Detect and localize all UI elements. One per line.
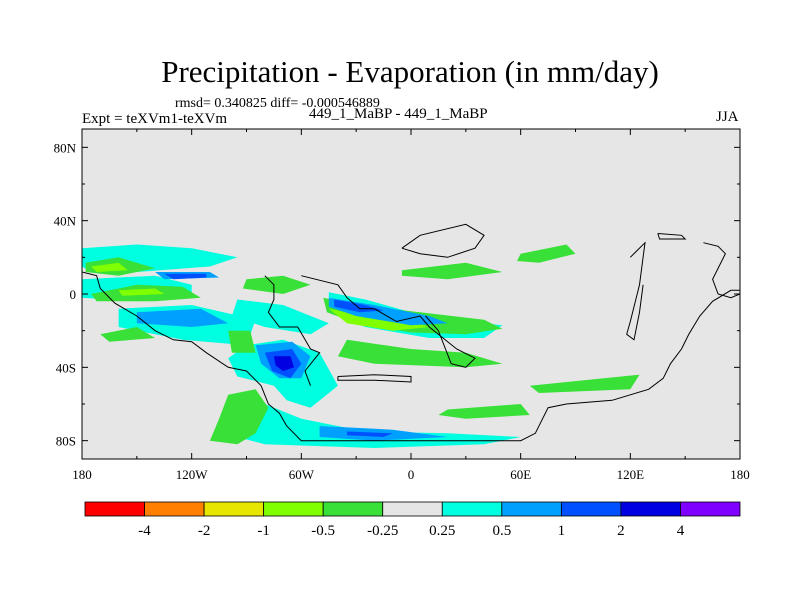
x-tick-label: 0 [408, 467, 415, 482]
colorbar-swatch [84, 501, 145, 517]
y-tick-label: 80S [56, 434, 76, 449]
y-tick-label: 0 [70, 287, 77, 302]
y-tick-label: 80N [54, 140, 77, 155]
chart-title: Precipitation - Evaporation (in mm/day) [161, 54, 659, 89]
experiment-label: Expt = teXVm1-teXVm [82, 111, 228, 127]
x-tick-label: 120E [617, 467, 645, 482]
contour-region-30 [347, 431, 393, 437]
colorbar-swatch [144, 501, 205, 517]
colorbar-swatch [560, 501, 622, 517]
colorbar-swatch [322, 501, 384, 517]
colorbar-label: -0.5 [311, 523, 335, 539]
contour-region-18 [100, 327, 156, 342]
contour-region-16 [242, 275, 311, 294]
contour-region-31 [273, 356, 294, 371]
x-tick-label: 180 [730, 467, 750, 482]
x-tick-label: 60E [510, 467, 531, 482]
colorbar-swatch [501, 501, 562, 517]
colorbar-swatch [382, 501, 443, 517]
colorbar: -4 -2 -1 -0.5 -0.25 0.25 0.5 1 2 4 [84, 501, 741, 539]
axis-ticks: 180 120W 60W 0 60E 120E 180 80N 40N 0 40S 80S [54, 129, 750, 482]
coastline-2 [301, 275, 476, 368]
contour-region-21 [91, 262, 128, 272]
colorbar-label: 0.25 [429, 523, 455, 539]
contour-region-10 [209, 389, 269, 445]
coastline-4 [337, 374, 412, 383]
colorbar-swatch [620, 501, 681, 517]
colorbar-label: -4 [138, 523, 151, 539]
colorbar-label: -2 [198, 523, 211, 539]
contour-fills [82, 244, 640, 448]
contour-region-9 [228, 330, 256, 353]
x-tick-label: 180 [72, 467, 92, 482]
coastline-0 [82, 271, 740, 442]
coastlines [82, 223, 740, 442]
contour-region-4 [237, 404, 521, 448]
contour-region-23 [136, 308, 229, 327]
colorbar-label: 1 [558, 523, 566, 539]
contour-region-14 [529, 374, 640, 393]
colorbar-label: -0.25 [367, 523, 398, 539]
contour-region-11 [337, 339, 503, 368]
season-label: JJA [716, 109, 739, 125]
case-label: 449_1_MaBP - 449_1_MaBP [309, 106, 488, 122]
contour-region-6 [231, 299, 329, 335]
contour-region-20 [118, 288, 165, 296]
colorbar-swatch [680, 501, 741, 517]
colorbar-label: 4 [677, 523, 685, 539]
x-tick-label: 120W [176, 467, 209, 482]
colorbar-swatch [263, 501, 324, 517]
stats-label: rmsd= 0.340825 diff= -0.000546889 [175, 96, 380, 111]
y-tick-label: 40S [56, 360, 76, 375]
colorbar-label: -1 [257, 523, 270, 539]
colorbar-swatch [441, 501, 503, 517]
contour-region-12 [438, 404, 530, 419]
coastline-3 [401, 223, 485, 258]
y-tick-label: 40N [54, 214, 77, 229]
coastline-5 [626, 241, 646, 341]
coastline-1 [264, 275, 321, 386]
contour-region-28 [164, 273, 207, 280]
contour-region-13 [517, 244, 576, 263]
colorbar-label: 2 [617, 523, 625, 539]
x-tick-label: 60W [289, 467, 315, 482]
coastline-6 [657, 233, 687, 240]
colorbar-label: 0.5 [492, 523, 511, 539]
coastline-7 [703, 242, 740, 299]
colorbar-swatch [203, 501, 265, 517]
contour-region-15 [401, 262, 503, 280]
